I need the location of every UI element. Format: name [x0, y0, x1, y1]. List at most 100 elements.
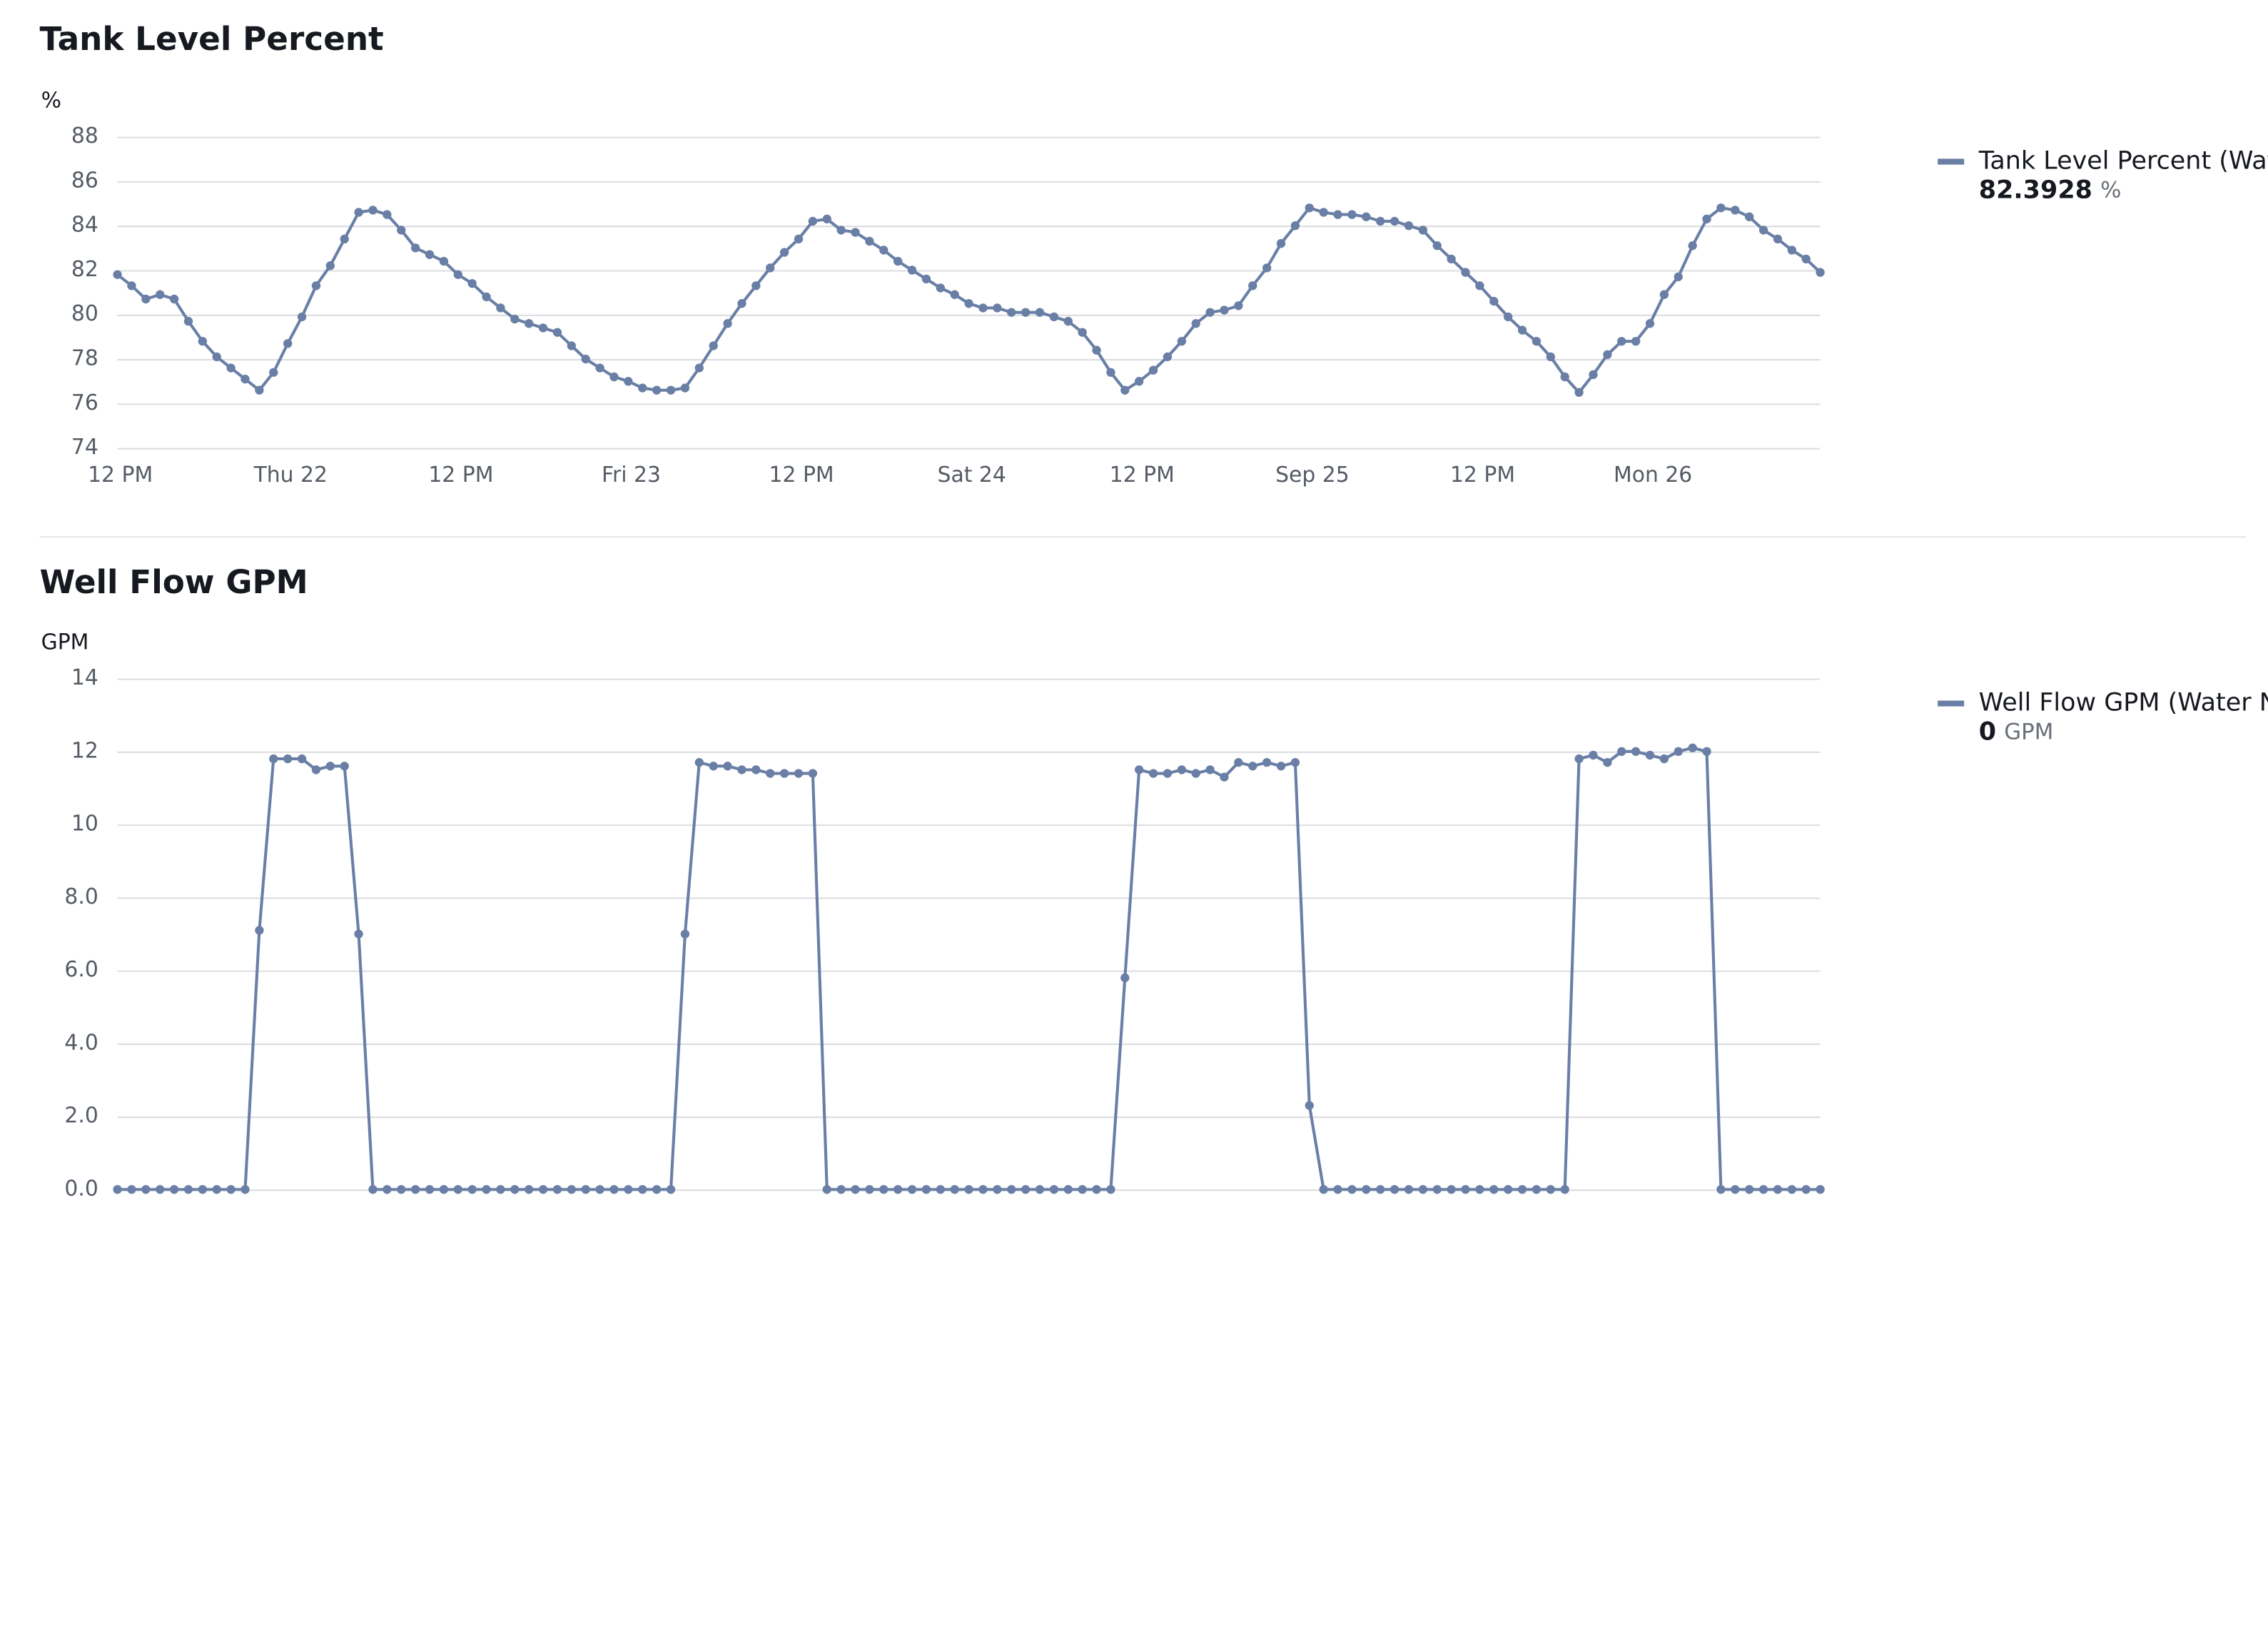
data-point: [212, 352, 221, 362]
data-point: [950, 1185, 959, 1194]
data-point: [1007, 308, 1016, 317]
x-tick-label: 12 PM: [1450, 463, 1515, 488]
y-tick-label: 4.0: [64, 1030, 98, 1055]
data-point: [1262, 263, 1272, 273]
data-point: [183, 316, 193, 326]
data-point: [1801, 1185, 1811, 1194]
data-point: [283, 754, 293, 764]
x-tick-label: Fri 23: [602, 463, 661, 488]
data-point: [1645, 319, 1655, 328]
data-point: [1773, 1185, 1783, 1194]
y-tick-label: 0.0: [64, 1176, 98, 1201]
data-point: [1432, 1185, 1442, 1194]
y-tick-label: 10: [71, 812, 98, 837]
data-point: [198, 336, 208, 346]
data-point: [1078, 1185, 1087, 1194]
data-point: [552, 328, 562, 337]
data-point: [1674, 272, 1683, 281]
data-point: [397, 1185, 406, 1194]
data-point: [410, 243, 420, 253]
data-point: [1475, 1185, 1484, 1194]
data-point: [808, 216, 818, 226]
x-tick-label: 12 PM: [88, 463, 153, 488]
data-point: [680, 929, 690, 939]
data-point: [354, 929, 363, 939]
legend-value: 0 GPM: [1979, 718, 2054, 747]
data-point: [709, 762, 718, 771]
data-point: [638, 1185, 647, 1194]
y-tick-label: 78: [71, 346, 98, 371]
data-point: [1631, 747, 1641, 757]
data-point: [368, 206, 378, 215]
data-point: [325, 762, 335, 771]
data-point: [921, 1185, 931, 1194]
data-point: [652, 385, 662, 395]
y-axis-unit: GPM: [41, 630, 89, 655]
data-point: [822, 214, 831, 223]
data-point: [113, 270, 122, 279]
data-point: [183, 1185, 193, 1194]
data-point: [1177, 336, 1187, 346]
data-point: [950, 290, 959, 299]
data-point: [269, 754, 278, 764]
data-point: [794, 769, 804, 778]
data-point: [1688, 241, 1697, 251]
data-point: [297, 312, 307, 322]
y-tick-label: 76: [71, 390, 98, 415]
data-point: [1447, 254, 1456, 264]
data-point: [297, 754, 307, 764]
data-point: [737, 765, 746, 774]
data-point: [1404, 221, 1414, 231]
data-point: [1305, 1101, 1314, 1110]
data-point: [1489, 296, 1499, 306]
data-point: [525, 319, 534, 328]
data-point: [156, 1185, 165, 1194]
data-point: [1290, 221, 1300, 231]
data-point: [567, 341, 577, 350]
data-point: [1220, 306, 1229, 315]
data-point: [865, 236, 874, 246]
legend-value: 82.3928 %: [1979, 176, 2122, 205]
data-point: [1191, 319, 1200, 328]
data-point: [1163, 769, 1173, 778]
data-point: [1389, 216, 1399, 226]
data-point: [907, 266, 917, 275]
data-point: [1745, 212, 1754, 221]
data-point: [1418, 1185, 1428, 1194]
data-point: [1758, 1185, 1768, 1194]
data-point: [1106, 1185, 1115, 1194]
data-point: [1191, 769, 1200, 778]
y-tick-label: 88: [71, 123, 98, 148]
data-point: [1816, 1185, 1825, 1194]
data-point: [694, 363, 704, 373]
data-point: [1319, 208, 1328, 217]
data-point: [1333, 1185, 1342, 1194]
data-point: [467, 278, 477, 288]
data-point: [1135, 765, 1144, 774]
legend-unit: %: [2100, 177, 2121, 203]
data-point: [609, 372, 619, 382]
chart-title: Tank Level Percent: [40, 20, 384, 58]
data-point: [1319, 1185, 1328, 1194]
data-point: [694, 758, 704, 767]
data-point: [794, 234, 804, 244]
data-point: [993, 303, 1002, 313]
legend-unit: GPM: [2004, 719, 2053, 744]
data-point: [779, 248, 789, 257]
data-point: [751, 281, 761, 291]
data-point: [1617, 747, 1626, 757]
y-tick-label: 8.0: [64, 884, 98, 909]
data-point: [538, 1185, 548, 1194]
data-point: [1432, 241, 1442, 251]
data-point: [1135, 377, 1144, 386]
legend-label: Well Flow GPM (Water N: [1979, 689, 2268, 717]
y-tick-label: 6.0: [64, 957, 98, 982]
data-point: [1489, 1185, 1499, 1194]
data-point: [851, 1185, 860, 1194]
data-point: [907, 1185, 917, 1194]
data-point: [766, 263, 775, 273]
data-point: [453, 1185, 462, 1194]
data-point: [510, 1185, 520, 1194]
